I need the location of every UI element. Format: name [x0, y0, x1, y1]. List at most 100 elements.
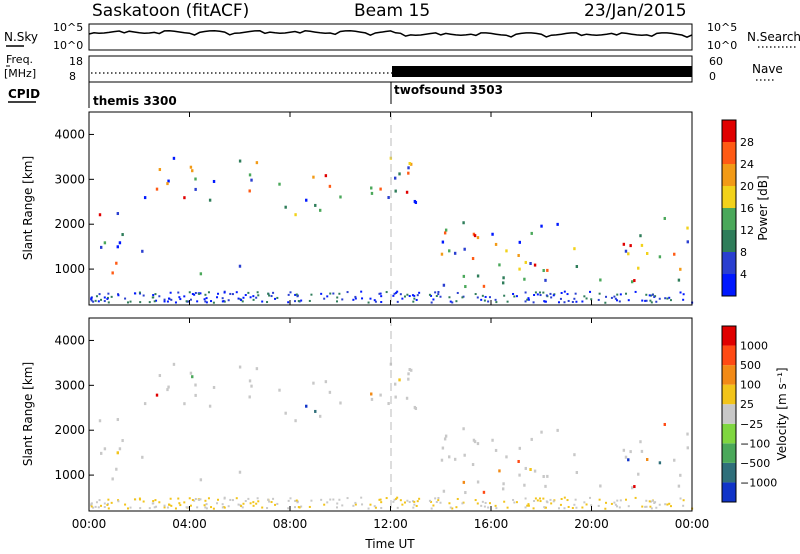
velocity-cell — [124, 503, 127, 506]
velocity-cell — [440, 458, 444, 462]
power-cell — [178, 296, 181, 299]
y-tick-label: 1000 — [54, 468, 85, 482]
velocity-cell — [94, 505, 97, 508]
power-cell — [540, 224, 543, 228]
velocity-cell — [597, 504, 600, 507]
power-cell — [217, 292, 220, 295]
velocity-cell — [107, 507, 110, 510]
power-cell — [532, 301, 535, 304]
velocity-cell — [574, 498, 577, 501]
power-cell — [575, 265, 579, 269]
power-cell — [435, 295, 438, 298]
velocity-cell — [524, 466, 527, 470]
power-cell — [405, 190, 409, 194]
station-title: Saskatoon (fitACF) — [92, 1, 249, 21]
power-cell — [545, 294, 548, 297]
velocity-cell — [223, 497, 226, 500]
power-cell — [370, 191, 374, 195]
velocity-cell — [494, 448, 498, 452]
power-cell — [411, 294, 414, 297]
velocity-cell — [169, 497, 172, 500]
power-cell — [203, 298, 206, 301]
power-cell — [152, 294, 155, 297]
velocity-cell — [289, 497, 292, 500]
power-cell — [151, 296, 154, 299]
power-cell — [637, 266, 640, 270]
velocity-cell — [338, 498, 341, 501]
velocity-cell — [297, 506, 300, 509]
power-cell — [199, 272, 203, 276]
power-cell — [471, 257, 475, 261]
power-cell — [495, 301, 498, 304]
power-cell — [640, 243, 644, 247]
velocity-cell — [196, 506, 199, 509]
velocity-cell — [312, 381, 315, 385]
velocity-cell — [212, 385, 216, 389]
velocity-cell — [563, 507, 566, 510]
power-cell — [484, 295, 487, 298]
power-cell — [318, 208, 322, 212]
power-cell — [256, 291, 259, 294]
colorbar-swatch — [722, 274, 736, 296]
power-cell — [517, 253, 520, 257]
power-cell — [272, 291, 275, 294]
velocity-cell — [205, 507, 208, 510]
velocity-cell — [379, 393, 382, 397]
power-cell — [530, 231, 533, 235]
velocity-cell — [443, 437, 447, 441]
power-cell — [503, 294, 506, 297]
power-cell — [463, 247, 466, 251]
power-cell — [308, 299, 311, 302]
power-cell — [103, 300, 106, 303]
velocity-cell — [360, 496, 363, 499]
power-cell — [546, 268, 549, 272]
velocity-cell — [187, 506, 190, 509]
velocity-cell — [248, 379, 252, 383]
power-cell — [110, 295, 113, 298]
velocity-cell — [432, 504, 435, 507]
velocity-cell — [320, 498, 323, 501]
velocity-cell — [546, 474, 549, 478]
power-cell — [462, 295, 465, 298]
velocity-cell — [294, 419, 297, 423]
velocity-cell — [589, 496, 592, 499]
power-cell — [534, 291, 537, 294]
nsky-label: N.Sky — [4, 30, 38, 44]
y-tick-label: 4000 — [54, 333, 85, 347]
power-cell — [185, 300, 188, 303]
power-cell — [407, 166, 410, 170]
velocity-cell — [618, 506, 621, 509]
velocity-cell — [199, 478, 203, 482]
power-cell — [142, 294, 145, 297]
power-cell — [126, 301, 129, 304]
velocity-cell — [293, 506, 296, 509]
velocity-cell — [199, 498, 202, 501]
power-cell — [393, 176, 397, 180]
velocity-cell — [434, 497, 437, 500]
velocity-cell — [98, 419, 102, 423]
velocity-cell — [616, 505, 619, 508]
power-cell — [221, 300, 224, 303]
velocity-cell — [682, 499, 685, 502]
velocity-cell — [106, 502, 109, 505]
power-cell — [393, 292, 396, 295]
power-cell — [338, 292, 341, 295]
velocity-cell — [650, 507, 653, 510]
power-cell — [111, 271, 114, 275]
power-cell — [483, 299, 486, 302]
velocity-cell — [170, 504, 173, 507]
velocity-cell — [217, 498, 220, 501]
power-cell — [605, 295, 608, 298]
velocity-cell — [481, 500, 484, 503]
power-cell — [597, 298, 600, 301]
velocity-cell — [284, 411, 287, 415]
velocity-cell — [189, 504, 192, 507]
power-cell — [278, 182, 281, 186]
velocity-cell — [518, 446, 521, 450]
power-cell — [501, 281, 505, 285]
power-cell — [462, 221, 465, 225]
velocity-cell — [553, 499, 556, 502]
velocity-cell — [666, 503, 669, 506]
velocity-cell — [369, 503, 372, 506]
velocity-cell — [179, 504, 182, 507]
